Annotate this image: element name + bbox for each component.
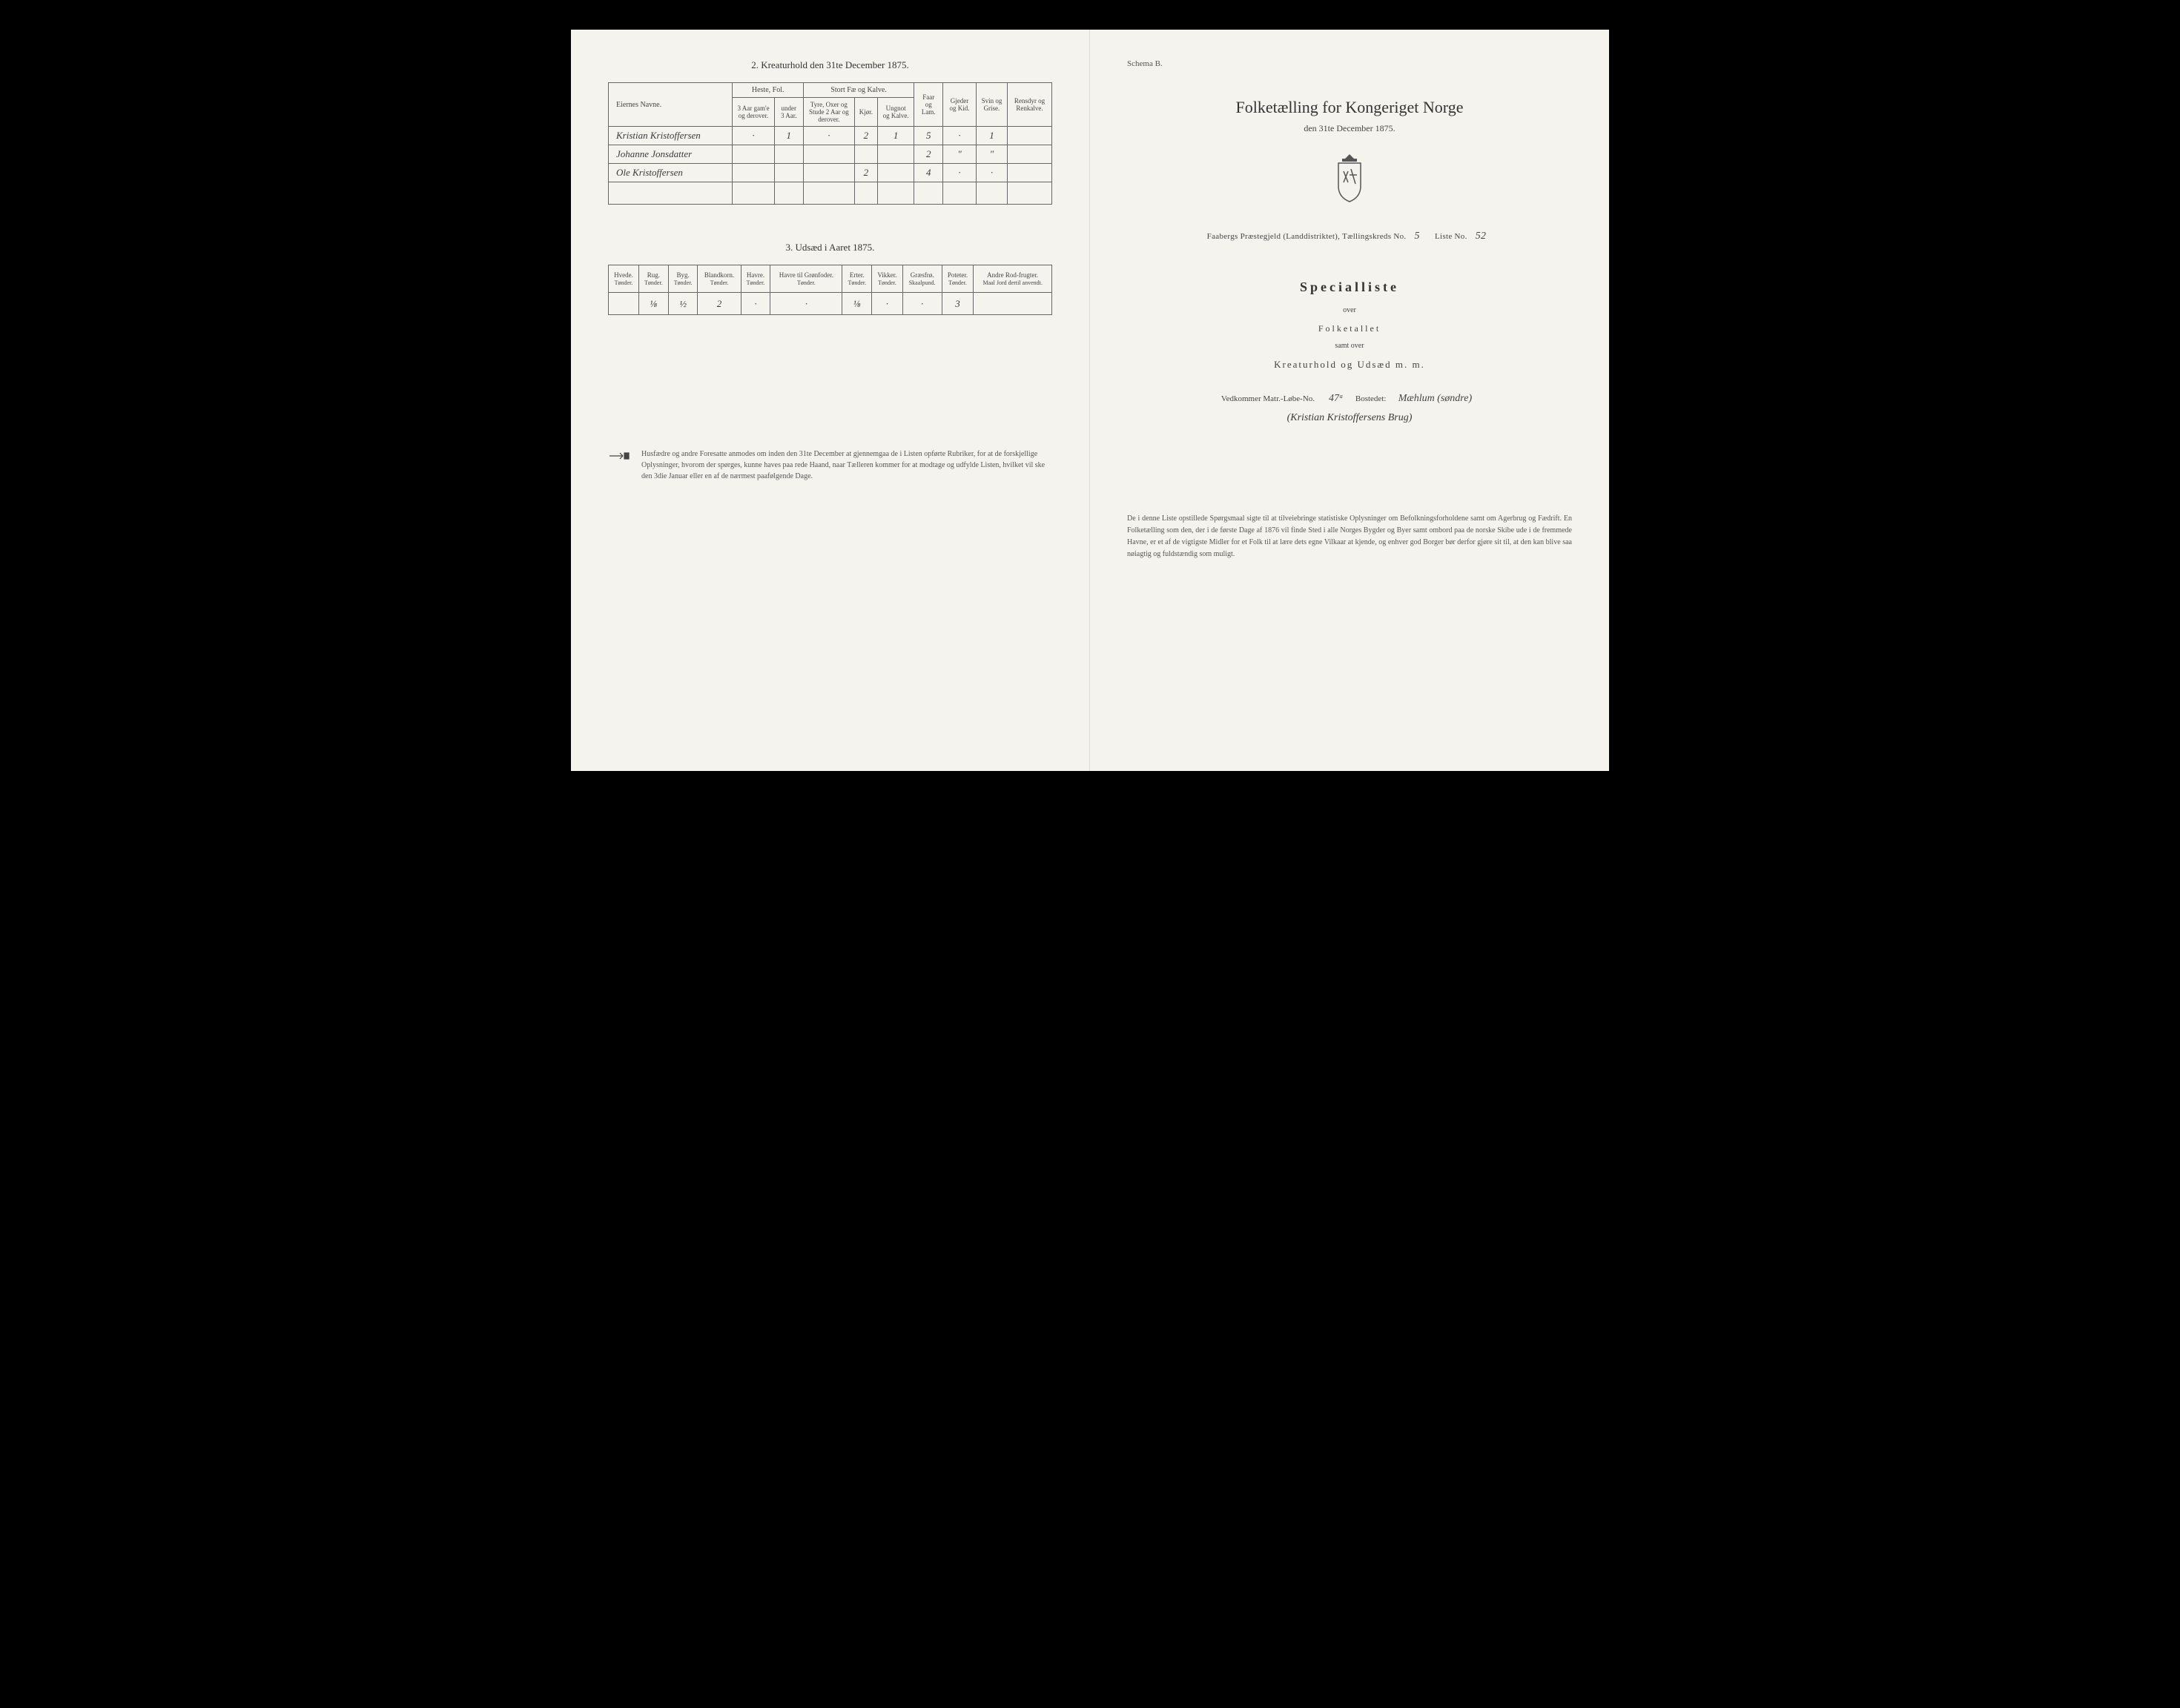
col-erter: Erter.Tønder. [842, 265, 872, 293]
section2-title: 2. Kreaturhold den 31te December 1875. [608, 59, 1052, 71]
right-footer: De i denne Liste opstillede Spørgsmaal s… [1127, 513, 1572, 560]
col-heste1: 3 Aar gam'e og derover. [733, 98, 774, 127]
section3-title: 3. Udsæd i Aaret 1875. [608, 242, 1052, 254]
col-heste: Heste, Fol. [733, 83, 803, 98]
col-gjeder: Gjeder og Kid. [943, 83, 977, 127]
table-row-empty [609, 182, 1052, 205]
col-heste2: under 3 Aar. [774, 98, 803, 127]
bostedet-sub: (Kristian Kristoffersens Brug) [1127, 412, 1572, 424]
col-faar: Faar og Lam. [914, 83, 943, 127]
coat-of-arms-icon [1127, 153, 1572, 208]
livestock-table: Eiernes Navne. Heste, Fol. Stort Fæ og K… [608, 82, 1052, 205]
col-poteter: Poteter.Tønder. [942, 265, 974, 293]
left-page: 2. Kreaturhold den 31te December 1875. E… [571, 30, 1090, 771]
left-footer: Husfædre og andre Foresatte anmodes om i… [608, 448, 1052, 482]
right-page: Schema B. Folketælling for Kongeriget No… [1090, 30, 1609, 771]
pointer-hand-icon [608, 450, 630, 482]
census-document: 2. Kreaturhold den 31te December 1875. E… [571, 30, 1609, 771]
col-rensdyr: Rensdyr og Renkalve. [1008, 83, 1052, 127]
col-stort3: Ungnot og Kalve. [878, 98, 914, 127]
table-row: Ole Kristoffersen 2 4 · · [609, 164, 1052, 182]
col-stort2: Kjør. [854, 98, 877, 127]
livestock-rows: Kristian Kristoffersen · 1 · 2 1 5 · 1 J… [609, 127, 1052, 205]
folketallet: Folketallet [1127, 323, 1572, 334]
col-blandkorn: Blandkorn.Tønder. [698, 265, 741, 293]
col-rug: Rug.Tønder. [639, 265, 669, 293]
samt: samt over [1127, 342, 1572, 350]
table-row: Johanne Jonsdatter 2 " " [609, 145, 1052, 164]
col-name: Eiernes Navne. [609, 83, 733, 127]
left-footer-text: Husfædre og andre Foresatte anmodes om i… [641, 448, 1052, 482]
kreaturhold-line: Kreaturhold og Udsæd m. m. [1127, 359, 1572, 371]
col-havre: Havre.Tønder. [741, 265, 770, 293]
district-line: Faabergs Præstegjeld (Landdistriktet), T… [1127, 231, 1572, 242]
main-title: Folketælling for Kongeriget Norge [1127, 98, 1572, 117]
col-byg: Byg.Tønder. [668, 265, 698, 293]
col-hvede: Hvede.Tønder. [609, 265, 639, 293]
district-no: 5 [1415, 231, 1420, 242]
col-havregr: Havre til Grønfoder.Tønder. [770, 265, 842, 293]
specialliste-title: Specialliste [1127, 279, 1572, 295]
col-graes: Græsfrø.Skaalpund. [902, 265, 942, 293]
col-vikker: Vikker.Tønder. [872, 265, 903, 293]
bostedet: Mæhlum (søndre) [1398, 393, 1472, 404]
col-stort: Stort Fæ og Kalve. [803, 83, 914, 98]
over1: over [1127, 306, 1572, 314]
col-andre: Andre Rod-frugter.Maal Jord dertil anven… [974, 265, 1052, 293]
table-row: Kristian Kristoffersen · 1 · 2 1 5 · 1 [609, 127, 1052, 145]
seed-row: ⅛ ½ 2 · · ⅛ · · 3 [609, 293, 1052, 315]
col-stort1: Tyre, Oxer og Stude 2 Aar og derover. [803, 98, 854, 127]
liste-no: 52 [1476, 231, 1487, 242]
col-svin: Svin og Grise. [976, 83, 1007, 127]
vedkommer-line: Vedkommer Matr.-Løbe-No. 47ᵃ Bostedet: M… [1127, 393, 1572, 405]
matr-no: 47ᵃ [1329, 393, 1344, 404]
schema-label: Schema B. [1127, 59, 1572, 68]
date-subtitle: den 31te December 1875. [1127, 123, 1572, 134]
seed-table: Hvede.Tønder. Rug.Tønder. Byg.Tønder. Bl… [608, 265, 1052, 315]
